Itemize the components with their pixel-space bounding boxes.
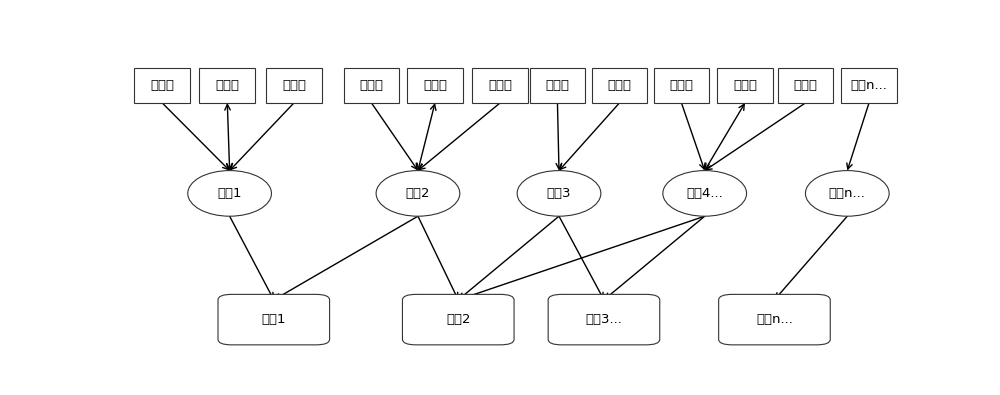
Text: 删操作: 删操作	[607, 79, 631, 92]
Text: 改操作: 改操作	[488, 79, 512, 92]
Text: 插操作: 插操作	[793, 79, 817, 92]
Text: 操作n...: 操作n...	[851, 79, 887, 92]
FancyBboxPatch shape	[402, 294, 514, 345]
Text: 资源3: 资源3	[547, 187, 571, 200]
FancyBboxPatch shape	[719, 294, 830, 345]
FancyBboxPatch shape	[841, 68, 897, 103]
Text: 资源2: 资源2	[406, 187, 430, 200]
FancyBboxPatch shape	[218, 294, 330, 345]
FancyBboxPatch shape	[548, 294, 660, 345]
FancyBboxPatch shape	[472, 68, 528, 103]
FancyBboxPatch shape	[199, 68, 255, 103]
FancyBboxPatch shape	[717, 68, 773, 103]
FancyBboxPatch shape	[134, 68, 190, 103]
FancyBboxPatch shape	[778, 68, 833, 103]
Text: 程序n...: 程序n...	[756, 313, 793, 326]
Text: 资源n...: 资源n...	[829, 187, 866, 200]
FancyBboxPatch shape	[530, 68, 585, 103]
Text: 写操作: 写操作	[423, 79, 447, 92]
Text: 程序1: 程序1	[262, 313, 286, 326]
FancyBboxPatch shape	[654, 68, 709, 103]
Text: 程序3...: 程序3...	[586, 313, 622, 326]
FancyBboxPatch shape	[592, 68, 647, 103]
Text: 资源4...: 资源4...	[686, 187, 723, 200]
Text: 程序2: 程序2	[446, 313, 471, 326]
Text: 读操作: 读操作	[669, 79, 693, 92]
Ellipse shape	[376, 171, 460, 216]
Ellipse shape	[517, 171, 601, 216]
Ellipse shape	[663, 171, 747, 216]
FancyBboxPatch shape	[407, 68, 463, 103]
FancyBboxPatch shape	[344, 68, 399, 103]
Text: 读操作: 读操作	[545, 79, 569, 92]
FancyBboxPatch shape	[266, 68, 322, 103]
Text: 写操作: 写操作	[215, 79, 239, 92]
Text: 读操作: 读操作	[150, 79, 174, 92]
Text: 插操作: 插操作	[282, 79, 306, 92]
Text: 读操作: 读操作	[359, 79, 383, 92]
Ellipse shape	[188, 171, 271, 216]
Text: 资源1: 资源1	[217, 187, 242, 200]
Text: 写操作: 写操作	[733, 79, 757, 92]
Ellipse shape	[805, 171, 889, 216]
